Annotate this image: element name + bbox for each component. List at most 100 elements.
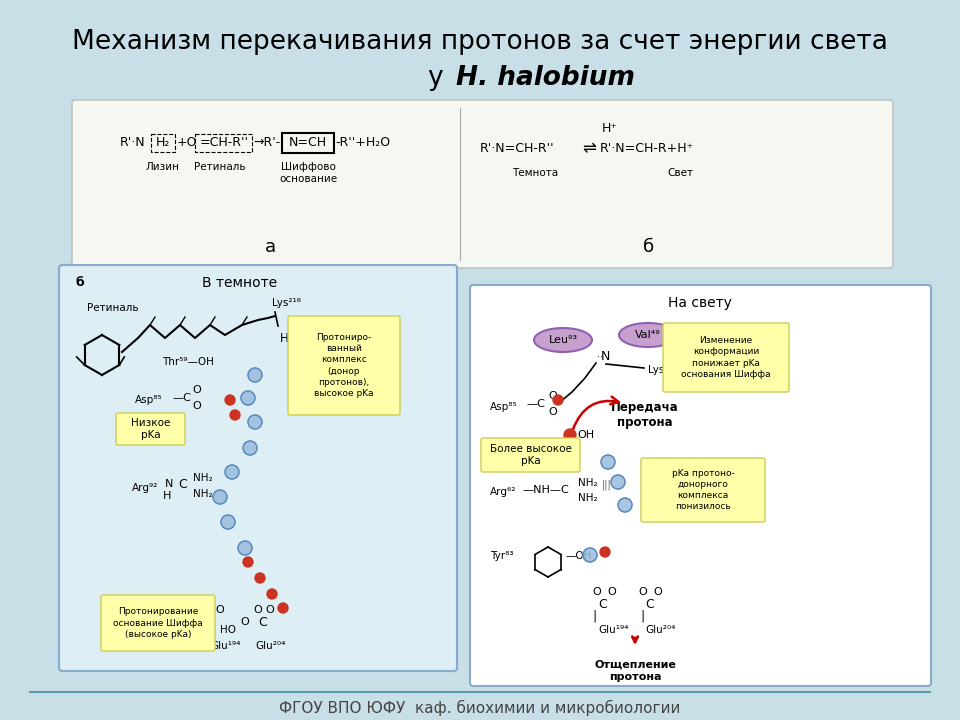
Circle shape	[243, 441, 257, 455]
FancyBboxPatch shape	[288, 316, 400, 415]
Text: N=CH: N=CH	[289, 137, 327, 150]
Text: =CH-R'': =CH-R''	[200, 137, 249, 150]
Text: R'·N: R'·N	[120, 137, 146, 150]
Text: Glu²⁰⁴: Glu²⁰⁴	[255, 641, 285, 651]
Text: HO: HO	[220, 625, 236, 635]
Text: Более высокое
pKa: Более высокое pKa	[490, 444, 571, 467]
FancyBboxPatch shape	[59, 265, 457, 671]
Text: Шиффово
основание: Шиффово основание	[279, 162, 337, 184]
Text: -R''+H₂O: -R''+H₂O	[335, 137, 390, 150]
Circle shape	[601, 455, 615, 469]
Text: Leu⁹³: Leu⁹³	[548, 335, 578, 345]
Circle shape	[278, 603, 288, 613]
Text: H⁺: H⁺	[602, 122, 618, 135]
Text: |: |	[640, 610, 644, 623]
Text: —NH—C: —NH—C	[522, 485, 568, 495]
Circle shape	[600, 547, 610, 557]
Circle shape	[618, 498, 632, 512]
Text: Val⁴⁹: Val⁴⁹	[636, 330, 660, 340]
Text: В темноте: В темноте	[203, 276, 277, 290]
Text: NH₂: NH₂	[193, 489, 212, 499]
FancyBboxPatch shape	[101, 595, 215, 651]
Circle shape	[243, 557, 253, 567]
Text: у: у	[428, 65, 452, 91]
Text: O: O	[548, 407, 557, 417]
Circle shape	[241, 391, 255, 405]
Text: N: N	[165, 479, 174, 489]
Text: ..: ..	[597, 349, 603, 359]
Text: Лизин: Лизин	[146, 162, 180, 172]
Text: Lys²¹⁶: Lys²¹⁶	[272, 298, 301, 308]
Text: б: б	[75, 276, 84, 289]
Circle shape	[248, 368, 262, 382]
FancyBboxPatch shape	[470, 285, 931, 686]
Text: Свет: Свет	[667, 168, 693, 178]
Text: O: O	[215, 605, 224, 615]
Text: Arg⁶²: Arg⁶²	[490, 487, 516, 497]
Text: Темнота: Темнота	[512, 168, 558, 178]
Text: |: |	[592, 610, 596, 623]
Text: O: O	[592, 587, 601, 597]
Text: Ретиналь: Ретиналь	[87, 303, 138, 313]
Text: б: б	[642, 238, 654, 256]
Circle shape	[255, 573, 265, 583]
FancyBboxPatch shape	[641, 458, 765, 522]
Text: R'·N=CH-R'': R'·N=CH-R''	[480, 142, 555, 155]
Text: →R'-: →R'-	[253, 137, 280, 150]
Text: |||: |||	[602, 480, 612, 490]
Circle shape	[564, 429, 576, 441]
Text: ФГОУ ВПО ЮФУ  каф. биохимии и микробиологии: ФГОУ ВПО ЮФУ каф. биохимии и микробиолог…	[279, 700, 681, 716]
Text: O: O	[265, 605, 274, 615]
Text: O: O	[653, 587, 661, 597]
Text: H: H	[163, 491, 172, 501]
Text: C: C	[258, 616, 267, 629]
Text: Протониро-
ванный
комплекс
(донор
протонов),
высокое pKa: Протониро- ванный комплекс (донор протон…	[314, 333, 373, 397]
Circle shape	[225, 395, 235, 405]
Circle shape	[213, 490, 227, 504]
Text: Отщепление
протона: Отщепление протона	[594, 660, 676, 682]
Circle shape	[248, 415, 262, 429]
Circle shape	[583, 548, 597, 562]
FancyBboxPatch shape	[481, 438, 580, 472]
Text: O: O	[192, 401, 201, 411]
Text: Glu¹⁹⁴: Glu¹⁹⁴	[598, 625, 629, 635]
Text: NH₂: NH₂	[193, 473, 212, 483]
Text: NH₂: NH₂	[578, 493, 598, 503]
Text: ⇌: ⇌	[582, 139, 596, 157]
Circle shape	[267, 589, 277, 599]
Text: H₂: H₂	[156, 137, 170, 150]
Text: H⁺: H⁺	[280, 331, 295, 344]
FancyBboxPatch shape	[116, 413, 185, 445]
Text: Изменение
конформации
понижает pKa
основания Шиффа: Изменение конформации понижает pKa основ…	[682, 336, 771, 379]
Text: —C: —C	[172, 393, 191, 403]
Text: Arg⁹²: Arg⁹²	[132, 483, 158, 493]
Text: Asp⁸⁵: Asp⁸⁵	[490, 402, 517, 412]
Text: Механизм перекачивания протонов за счет энергии света: Механизм перекачивания протонов за счет …	[72, 29, 888, 55]
Text: O: O	[240, 617, 249, 627]
Text: Передача
протона: Передача протона	[612, 401, 679, 429]
Text: Thr⁵⁹—OH: Thr⁵⁹—OH	[162, 357, 214, 367]
FancyBboxPatch shape	[72, 100, 893, 268]
Circle shape	[230, 410, 240, 420]
Text: —C: —C	[526, 399, 545, 409]
Circle shape	[238, 541, 252, 555]
Text: R'·N=CH-R+H⁺: R'·N=CH-R+H⁺	[600, 142, 694, 155]
Text: Glu²⁰⁴: Glu²⁰⁴	[645, 625, 676, 635]
Text: На свету: На свету	[668, 296, 732, 310]
Text: Lys²¹⁶: Lys²¹⁶	[648, 365, 677, 375]
Text: O: O	[638, 587, 647, 597]
Text: OH: OH	[577, 430, 594, 440]
Text: —OH: —OH	[565, 551, 591, 561]
Text: O: O	[192, 385, 201, 395]
Circle shape	[225, 465, 239, 479]
Text: O: O	[200, 605, 208, 615]
FancyBboxPatch shape	[663, 323, 789, 392]
Text: NH₂: NH₂	[578, 478, 598, 488]
Text: O: O	[548, 391, 557, 401]
Text: Протонирование
основание Шиффа
(высокое pKa): Протонирование основание Шиффа (высокое …	[113, 608, 203, 639]
Ellipse shape	[534, 328, 592, 352]
Ellipse shape	[619, 323, 677, 347]
Text: а: а	[264, 238, 276, 256]
Circle shape	[221, 515, 235, 529]
Circle shape	[611, 475, 625, 489]
